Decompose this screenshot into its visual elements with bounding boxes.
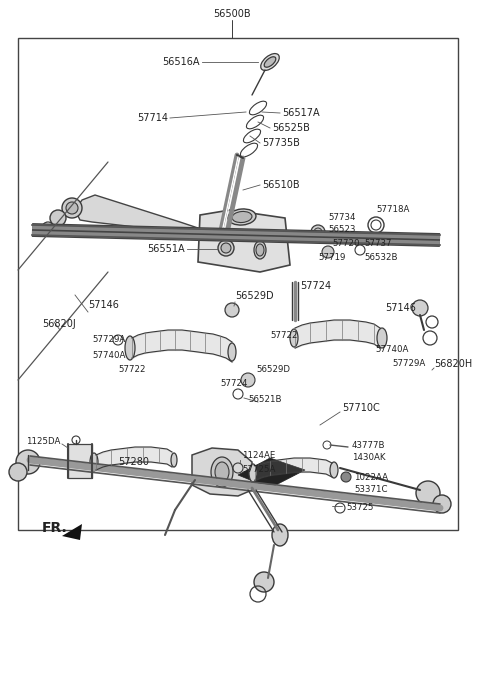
- Polygon shape: [192, 448, 252, 496]
- Ellipse shape: [330, 462, 338, 478]
- Ellipse shape: [261, 53, 279, 71]
- Ellipse shape: [272, 524, 288, 546]
- Circle shape: [416, 481, 440, 505]
- Text: 57737: 57737: [364, 239, 392, 249]
- Polygon shape: [62, 524, 82, 540]
- Polygon shape: [238, 458, 305, 488]
- Circle shape: [433, 495, 451, 513]
- Ellipse shape: [215, 462, 229, 482]
- Text: 56500B: 56500B: [213, 9, 251, 19]
- Text: 56532B: 56532B: [364, 253, 397, 262]
- Ellipse shape: [171, 453, 177, 467]
- Text: 57718A: 57718A: [376, 206, 409, 214]
- Text: 56523: 56523: [328, 226, 356, 235]
- Text: 57722: 57722: [118, 365, 145, 375]
- Text: 57722: 57722: [271, 330, 298, 340]
- Text: 57720: 57720: [332, 239, 360, 249]
- Circle shape: [254, 572, 274, 592]
- Bar: [68, 444, 92, 478]
- Text: 57710C: 57710C: [342, 403, 380, 413]
- Text: 1124AE: 1124AE: [242, 452, 276, 460]
- Text: 56525B: 56525B: [272, 123, 310, 133]
- Circle shape: [219, 238, 229, 248]
- Text: 57724: 57724: [300, 281, 331, 291]
- Circle shape: [218, 240, 234, 256]
- Circle shape: [341, 472, 351, 482]
- Circle shape: [412, 300, 428, 316]
- Ellipse shape: [254, 241, 266, 259]
- Ellipse shape: [377, 328, 387, 348]
- Text: 57740A: 57740A: [375, 344, 408, 353]
- Text: 1430AK: 1430AK: [352, 454, 385, 462]
- Text: 56529D: 56529D: [256, 365, 290, 375]
- Polygon shape: [75, 195, 198, 232]
- Text: 57729A: 57729A: [392, 359, 425, 367]
- Circle shape: [225, 303, 239, 317]
- Text: 56510B: 56510B: [262, 180, 300, 190]
- Bar: [18, 38, 458, 530]
- Ellipse shape: [232, 212, 252, 222]
- Circle shape: [322, 246, 334, 258]
- Ellipse shape: [228, 209, 256, 225]
- Text: 57146: 57146: [88, 300, 119, 310]
- Text: 56551A: 56551A: [147, 244, 185, 254]
- Text: 56820H: 56820H: [434, 359, 472, 369]
- Text: 1022AA: 1022AA: [354, 472, 388, 481]
- Circle shape: [9, 463, 27, 481]
- Circle shape: [311, 225, 325, 239]
- Text: 57734: 57734: [328, 214, 356, 222]
- Circle shape: [221, 243, 231, 253]
- Text: 43777B: 43777B: [352, 441, 385, 450]
- Circle shape: [66, 202, 78, 214]
- Text: 56521B: 56521B: [248, 394, 281, 404]
- Text: 53371C: 53371C: [354, 485, 387, 495]
- Ellipse shape: [249, 464, 257, 482]
- Ellipse shape: [256, 244, 264, 256]
- Text: FR.: FR.: [42, 521, 68, 535]
- Circle shape: [241, 373, 255, 387]
- Ellipse shape: [125, 336, 135, 360]
- Ellipse shape: [90, 453, 98, 471]
- Text: 57714: 57714: [137, 113, 168, 123]
- Circle shape: [62, 198, 82, 218]
- Text: 56529D: 56529D: [235, 291, 274, 301]
- Circle shape: [50, 210, 66, 226]
- Text: 56517A: 56517A: [282, 108, 320, 118]
- Text: 56516A: 56516A: [163, 57, 200, 67]
- Circle shape: [16, 450, 40, 474]
- Text: 53725: 53725: [346, 503, 373, 512]
- Text: 57740A: 57740A: [92, 350, 125, 359]
- Text: 57725A: 57725A: [242, 466, 276, 474]
- Ellipse shape: [290, 329, 298, 347]
- Text: 57729A: 57729A: [92, 336, 125, 344]
- Text: 57280: 57280: [118, 457, 149, 467]
- Text: 57735B: 57735B: [262, 138, 300, 148]
- Text: 1125DA: 1125DA: [25, 437, 60, 446]
- Text: 57146: 57146: [385, 303, 416, 313]
- Text: 57719: 57719: [318, 253, 346, 262]
- Ellipse shape: [211, 457, 233, 487]
- Ellipse shape: [264, 57, 276, 67]
- Polygon shape: [198, 210, 290, 272]
- Circle shape: [314, 228, 322, 236]
- Text: 56820J: 56820J: [42, 319, 76, 329]
- Ellipse shape: [228, 343, 236, 361]
- Text: 57724: 57724: [220, 379, 248, 388]
